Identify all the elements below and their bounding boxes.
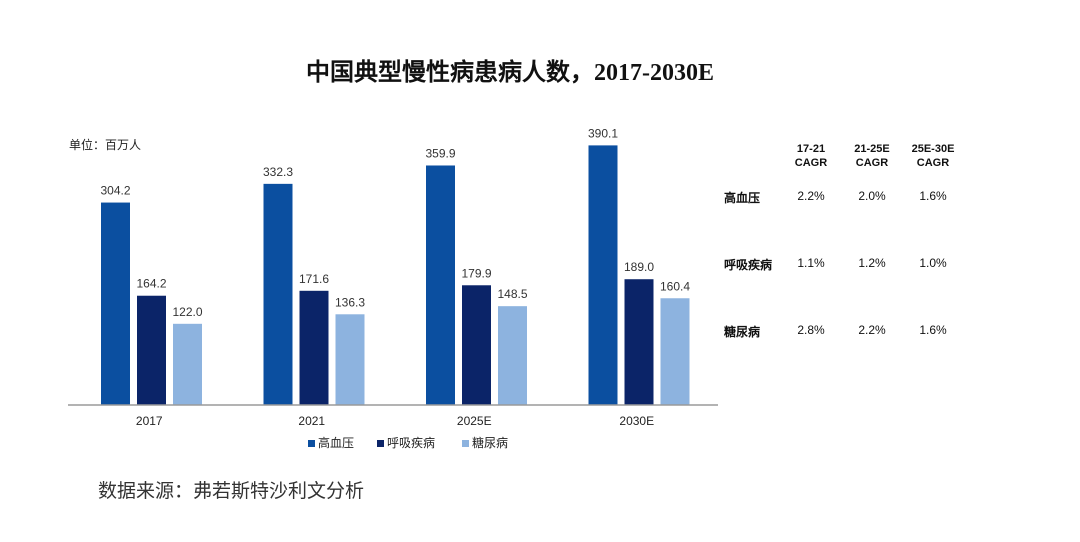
data-label: 179.9 xyxy=(461,266,491,280)
data-label: 189.0 xyxy=(624,260,654,274)
cagr-header-25e-30e: 25E-30E CAGR xyxy=(903,142,963,170)
data-label: 304.2 xyxy=(100,184,130,198)
data-label: 171.6 xyxy=(299,272,329,286)
cagr-header-line: CAGR xyxy=(794,157,828,169)
data-label: 136.3 xyxy=(335,295,365,309)
x-tick-label: 2017 xyxy=(136,414,163,428)
cagr-row-label-respiratory: 呼吸疾病 xyxy=(724,258,773,272)
legend-label: 高血压 xyxy=(318,435,354,450)
data-label: 332.3 xyxy=(263,165,293,179)
bar xyxy=(101,202,130,405)
cagr-header-line: 21-25E xyxy=(854,143,890,155)
bar xyxy=(624,279,654,405)
cagr-value: 2.2% xyxy=(858,323,886,337)
legend-swatch xyxy=(377,440,384,447)
legend-swatch xyxy=(462,440,469,447)
bar xyxy=(462,285,491,405)
bar xyxy=(173,323,202,405)
data-label: 359.9 xyxy=(425,146,455,160)
cagr-header-17-21: 17-21 CAGR xyxy=(781,142,841,170)
bar xyxy=(137,295,166,405)
cagr-row-label-diabetes: 糖尿病 xyxy=(724,325,761,339)
legend-label: 糖尿病 xyxy=(472,435,508,450)
x-tick-label: 2021 xyxy=(298,414,325,428)
cagr-row-label-hypertension: 高血压 xyxy=(724,191,761,205)
cagr-header-line: 25E-30E xyxy=(911,143,955,155)
x-tick-label: 2030E xyxy=(619,414,654,428)
x-tick-label: 2025E xyxy=(457,414,492,428)
unit-label: 单位：百万人 xyxy=(69,138,142,152)
data-label: 160.4 xyxy=(660,279,690,293)
chart-title: 中国典型慢性病患病人数，2017-2030E xyxy=(306,60,714,86)
bar xyxy=(660,298,690,405)
bar xyxy=(263,183,293,405)
cagr-header-line: CAGR xyxy=(916,157,950,169)
bar xyxy=(498,306,527,405)
source-note: 数据来源：弗若斯特沙利文分析 xyxy=(98,481,365,502)
cagr-value: 2.2% xyxy=(797,189,825,203)
cagr-value: 2.0% xyxy=(858,189,886,203)
bar xyxy=(588,145,618,406)
bar xyxy=(426,165,455,405)
bar xyxy=(299,290,329,405)
data-label: 148.5 xyxy=(497,287,527,301)
cagr-value: 1.6% xyxy=(919,323,947,337)
data-label: 164.2 xyxy=(136,277,166,291)
cagr-header-line: 17-21 xyxy=(796,143,826,155)
cagr-value: 1.6% xyxy=(919,189,947,203)
cagr-header-21-25e: 21-25E CAGR xyxy=(842,142,902,170)
cagr-value: 1.0% xyxy=(919,256,947,270)
legend-swatch xyxy=(308,440,315,447)
cagr-value: 1.1% xyxy=(797,256,825,270)
data-label: 122.0 xyxy=(172,305,202,319)
cagr-value: 1.2% xyxy=(858,256,886,270)
legend-label: 呼吸疾病 xyxy=(387,435,435,450)
cagr-header-line: CAGR xyxy=(855,157,889,169)
cagr-value: 2.8% xyxy=(797,323,825,337)
data-label: 390.1 xyxy=(588,126,618,140)
bar xyxy=(335,314,365,405)
